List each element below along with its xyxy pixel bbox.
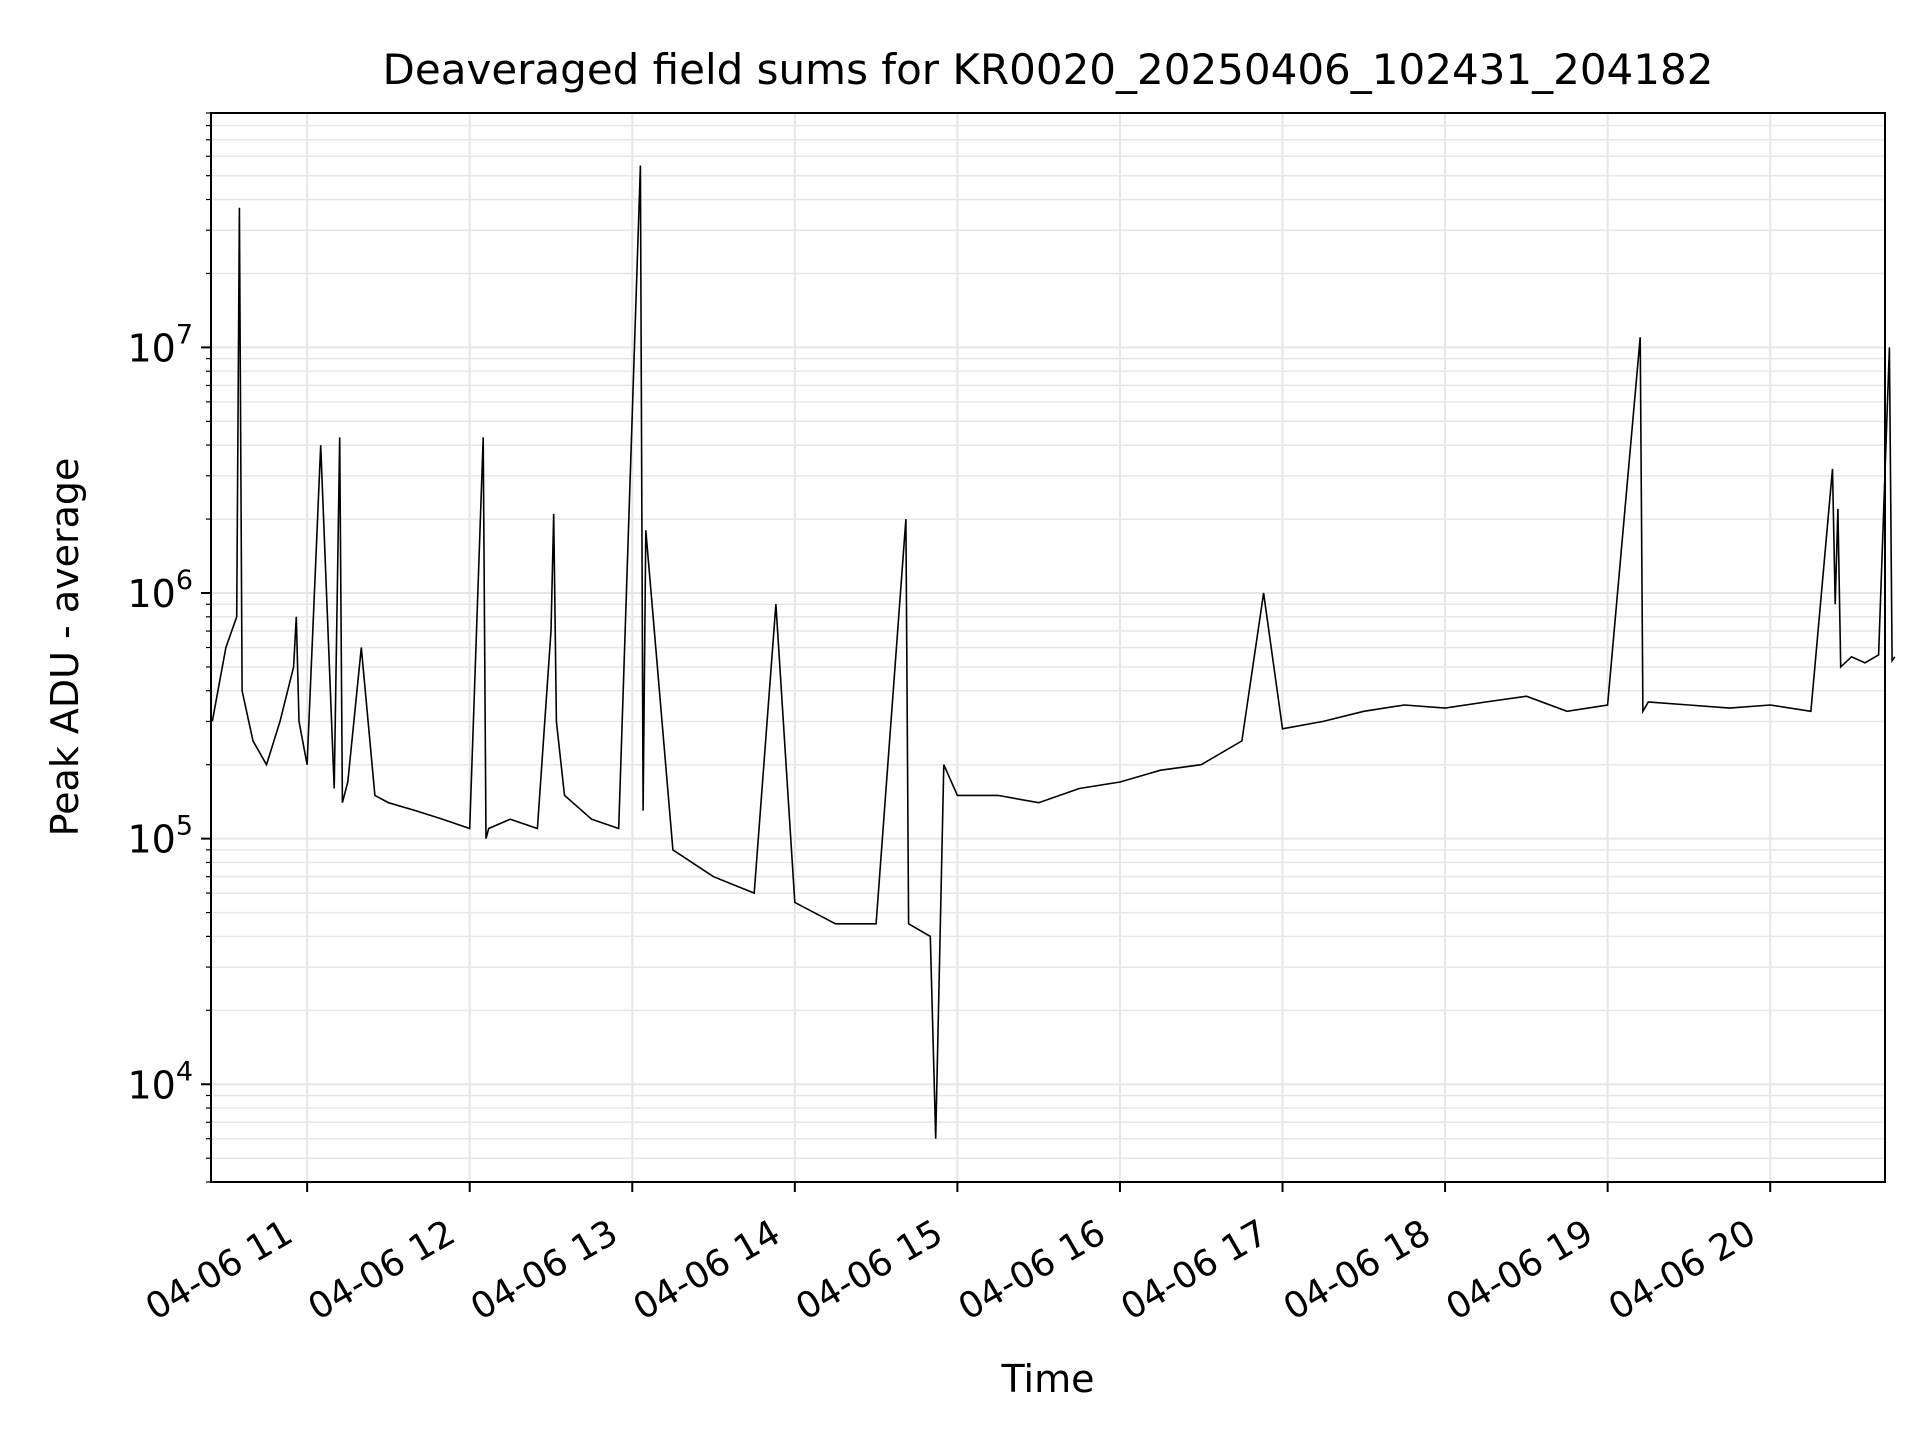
y-tick-label: 104	[127, 1056, 193, 1107]
y-tick-label: 106	[127, 565, 193, 616]
y-tick-label: 107	[127, 319, 193, 370]
data-series	[211, 165, 1896, 1139]
series-line	[211, 165, 1896, 1139]
major-gridlines	[211, 113, 1885, 1182]
chart-title: Deaveraged field sums for KR0020_2025040…	[383, 45, 1714, 94]
y-axis: 104 105 106 107	[127, 112, 211, 1183]
y-axis-label: Peak ADU - average	[43, 458, 87, 837]
x-axis-label: Time	[1001, 1357, 1095, 1401]
y-tick-label: 105	[127, 811, 193, 862]
